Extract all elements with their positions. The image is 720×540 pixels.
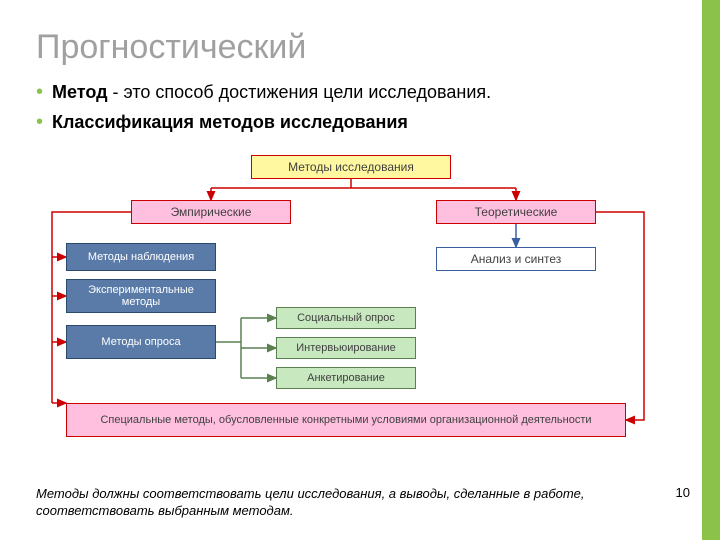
bullet-text: Классификация методов исследования — [52, 110, 408, 134]
diagram: Методы исследования Эмпирические Теоретиче… — [36, 155, 666, 460]
node-social: Социальный опрос — [276, 307, 416, 329]
node-interview: Интервьюирование — [276, 337, 416, 359]
node-root: Методы исследования — [251, 155, 451, 179]
bullet-text: Метод - это способ достижения цели иссле… — [52, 80, 491, 104]
node-empirical: Эмпирические — [131, 200, 291, 224]
bullet-item: • Классификация методов исследования — [36, 110, 670, 134]
node-observe: Методы наблюдения — [66, 243, 216, 271]
node-survey: Методы опроса — [66, 325, 216, 359]
node-theoret: Теоретические — [436, 200, 596, 224]
bullet-list: • Метод - это способ достижения цели иссл… — [36, 80, 670, 141]
node-analysis: Анализ и синтез — [436, 247, 596, 271]
slide-title: Прогностический — [36, 28, 306, 67]
footnote: Методы должны соответствовать цели иссле… — [36, 486, 650, 520]
node-experim: Экспериментальные методы — [66, 279, 216, 313]
node-special: Специальные методы, обусловленные конкре… — [66, 403, 626, 437]
page-number: 10 — [676, 485, 690, 500]
slide: Прогностический • Метод - это способ дост… — [0, 0, 720, 540]
bullet-dot-icon: • — [36, 110, 44, 134]
bullet-item: • Метод - это способ достижения цели иссл… — [36, 80, 670, 104]
node-anketa: Анкетирование — [276, 367, 416, 389]
bullet-dot-icon: • — [36, 80, 44, 104]
edge — [596, 212, 644, 420]
accent-bar — [702, 0, 720, 540]
